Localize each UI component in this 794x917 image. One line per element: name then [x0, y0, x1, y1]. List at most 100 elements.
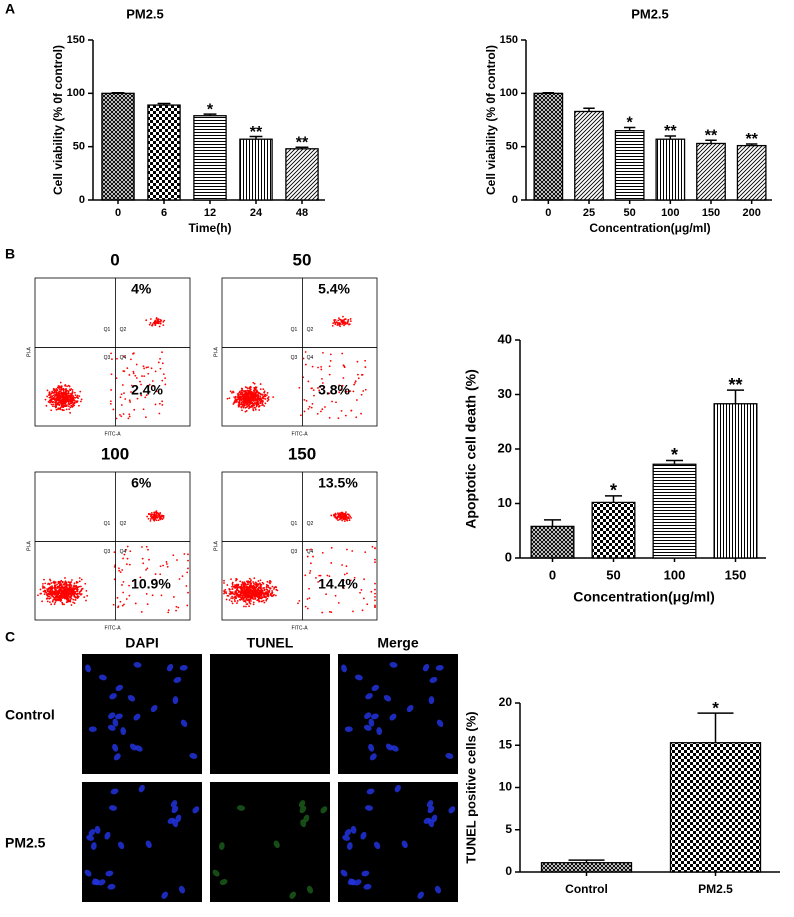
event-dot: [306, 555, 309, 558]
nucleus: [171, 805, 179, 814]
event-dot: [132, 352, 134, 355]
significance-mark: **: [250, 124, 263, 141]
error-bar: [726, 389, 745, 404]
event-dot: [154, 320, 157, 323]
error-bar: [745, 143, 758, 146]
nucleus: [389, 661, 398, 668]
nucleus: [320, 806, 328, 814]
event-dot: [259, 392, 261, 395]
event-dot: [155, 511, 157, 513]
event-dot: [318, 574, 321, 577]
event-dot: [247, 398, 250, 400]
event-dot: [357, 377, 360, 380]
event-dot: [132, 370, 135, 373]
event-dot: [125, 563, 128, 566]
bar: [574, 110, 604, 201]
q4-percent: 10.9%: [131, 576, 171, 592]
event-dot: [65, 596, 68, 599]
quadrant-label: Q4: [120, 355, 127, 361]
event-dot: [247, 586, 250, 589]
event-dot: [49, 593, 52, 595]
event-dot: [49, 396, 52, 399]
quadrant-label: Q2: [307, 521, 314, 527]
event-dot: [235, 583, 238, 586]
nucleus: [429, 676, 438, 683]
nucleus: [344, 829, 352, 837]
event-dot: [318, 389, 321, 392]
nucleus: [109, 805, 117, 811]
event-dot: [362, 390, 365, 392]
event-dot: [147, 548, 149, 551]
event-dot: [159, 573, 162, 576]
event-dot: [261, 397, 264, 400]
nucleus: [127, 694, 136, 702]
nucleus: [435, 664, 444, 671]
event-dot: [63, 603, 66, 606]
event-dot: [166, 565, 169, 568]
event-dot: [151, 324, 153, 327]
significance-mark: *: [207, 101, 214, 118]
event-dot: [76, 581, 79, 584]
event-dot: [71, 399, 73, 402]
micrograph: [338, 654, 458, 774]
event-dot: [155, 519, 158, 522]
event-dot: [223, 579, 225, 582]
event-dot: [265, 394, 268, 397]
event-dot: [337, 319, 340, 322]
event-dot: [254, 593, 257, 596]
nucleus: [401, 840, 408, 849]
panel-label: A: [5, 1, 15, 17]
x-tick-label: 100: [664, 567, 686, 582]
event-dot: [74, 587, 77, 590]
event-dot: [151, 380, 154, 382]
error-bar: [705, 139, 717, 144]
event-dot: [146, 567, 149, 570]
event-dot: [321, 377, 323, 380]
event-dot: [51, 395, 54, 398]
event-dot: [62, 390, 65, 392]
nucleus: [383, 694, 392, 702]
event-dot: [176, 559, 178, 561]
event-dot: [59, 600, 62, 602]
event-dot: [374, 604, 376, 607]
event-dot: [164, 377, 167, 380]
event-dot: [275, 588, 278, 591]
event-dot: [225, 598, 228, 601]
event-dot: [159, 367, 162, 370]
event-dot: [43, 578, 45, 581]
event-dot: [66, 589, 68, 592]
event-dot: [161, 515, 163, 518]
event-dot: [321, 408, 324, 411]
event-dot: [307, 380, 310, 383]
event-dot: [254, 397, 257, 400]
event-dot: [263, 391, 266, 394]
event-dot: [68, 399, 71, 401]
event-dot: [142, 365, 145, 368]
event-dot: [266, 593, 269, 596]
event-dot: [124, 398, 127, 400]
event-dot: [60, 391, 63, 394]
event-dot: [128, 563, 131, 566]
event-dot: [54, 390, 57, 392]
event-dot: [297, 602, 299, 605]
event-dot: [58, 589, 60, 592]
event-dot: [76, 401, 78, 404]
error-bar: [157, 102, 171, 106]
event-dot: [127, 417, 130, 420]
event-dot: [238, 594, 241, 597]
q2-percent: 6%: [131, 475, 152, 491]
nucleus: [189, 753, 198, 759]
event-dot: [331, 400, 333, 403]
event-dot: [243, 395, 246, 398]
event-dot: [263, 596, 266, 599]
event-dot: [253, 588, 255, 591]
event-dot: [128, 594, 131, 597]
y-tick-label: 0: [79, 194, 85, 206]
event-dot: [363, 578, 365, 581]
event-dot: [112, 603, 115, 606]
event-dot: [63, 596, 66, 599]
event-dot: [330, 546, 333, 549]
event-dot: [339, 516, 342, 518]
event-dot: [85, 599, 87, 602]
quadrant-label: Q1: [291, 327, 298, 333]
